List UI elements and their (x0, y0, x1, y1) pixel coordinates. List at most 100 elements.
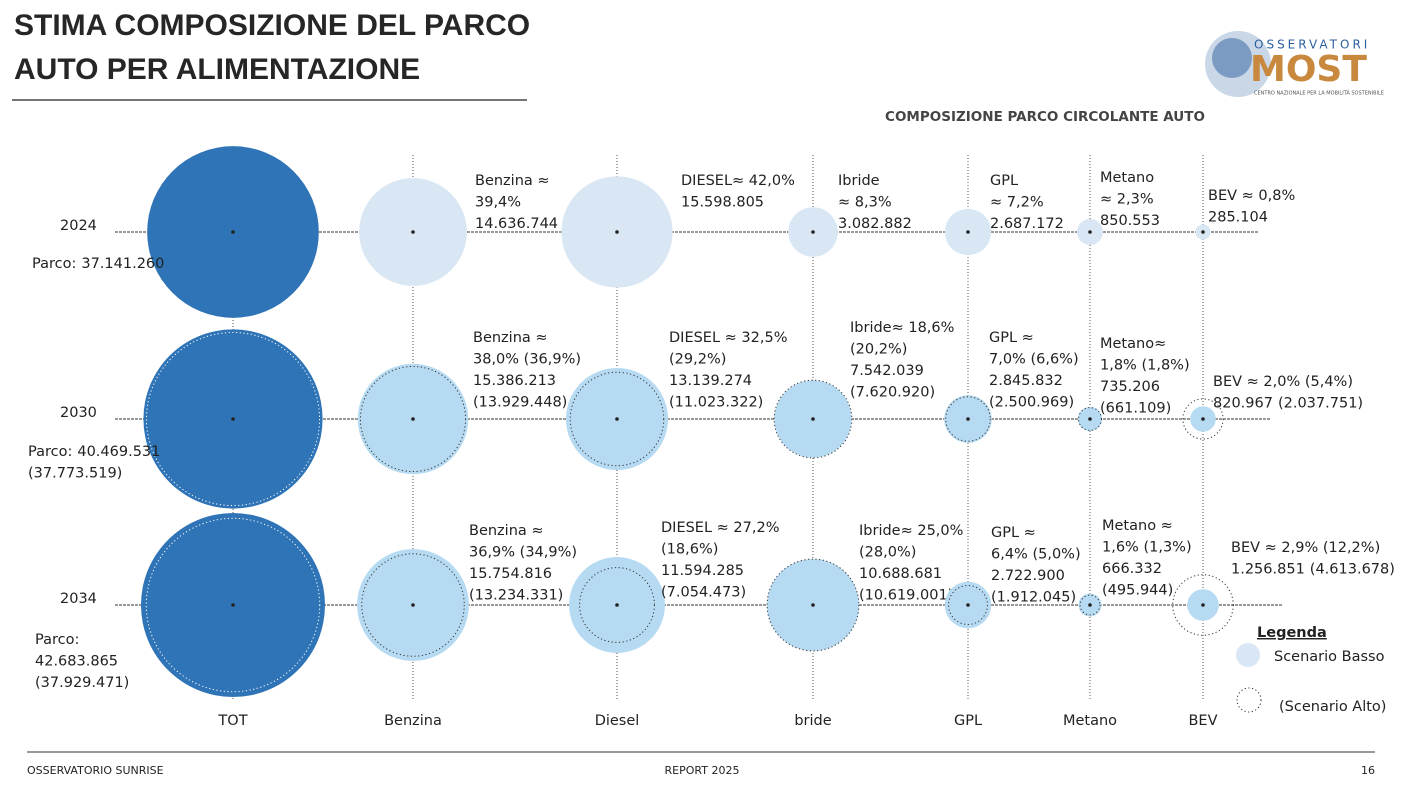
footer-left: OSSERVATORIO SUNRISE (27, 764, 164, 777)
bubble-label: (20,2%) (850, 342, 907, 358)
bubble-label: (13.929.448) (473, 395, 567, 411)
center-dot (231, 417, 235, 421)
label-part: Parco: (28, 444, 72, 460)
bubble-label: (495.944) (1102, 583, 1173, 599)
bubble-label: 11.594.285 (661, 563, 744, 579)
label-part: (28,0%) (859, 545, 916, 561)
bubble-label: 14.636.744 (475, 216, 558, 232)
legend-title: Legenda (1257, 625, 1327, 641)
label-part: 735.206 (1100, 379, 1160, 395)
bubble-label: (37.773.519) (28, 466, 122, 482)
bubble-label: 13.139.274 (669, 373, 752, 389)
label-part: BEV ≈ 2,9% (12,2%) (1231, 540, 1380, 556)
legend-label: (Scenario Alto) (1279, 699, 1386, 715)
label-part: 42.683.865 (35, 654, 118, 670)
center-dot (1201, 417, 1205, 421)
label-part: ≈ 8,3% (838, 195, 892, 211)
label-part: (37.929.471) (35, 675, 129, 691)
bubble-label: (28,0%) (859, 545, 916, 561)
bubble-label: 10.688.681 (859, 566, 942, 582)
bubble-label: 2.687.172 (990, 216, 1064, 232)
label-part: 11.594.285 (661, 563, 744, 579)
label-part: ≈ 7,2% (990, 195, 1044, 211)
bubble-label: GPL (990, 173, 1018, 189)
bubble-label: 7,0% (6,6%) (989, 352, 1079, 368)
logo-name: MOST (1250, 49, 1367, 90)
bubble-label: 1,6% (1,3%) (1102, 540, 1192, 556)
label-part: 38,0% (36,9%) (473, 352, 581, 368)
bubble-label: Ibride≈ 18,6% (850, 320, 954, 336)
bubble-label: 2.845.832 (989, 373, 1063, 389)
bubble-label: (13.234.331) (469, 588, 563, 604)
label-part: GPL ≈ (989, 330, 1034, 346)
bubble-label: 39,4% (475, 195, 521, 211)
center-dot (811, 230, 815, 234)
bubble-label: Metano ≈ (1102, 518, 1173, 534)
bubble-label: Parco: 37.141.260 (32, 256, 164, 272)
label-part: (2.500.969) (989, 395, 1074, 411)
bubble-label: Benzina ≈ (475, 173, 550, 189)
label-part: BEV ≈ 0,8% (1208, 188, 1295, 204)
bubble-alt (145, 517, 321, 693)
bubble-label: 15.386.213 (473, 373, 556, 389)
label-part: GPL ≈ (991, 525, 1036, 541)
center-dot (411, 230, 415, 234)
center-dot (1088, 603, 1092, 607)
bubble-alt (359, 365, 467, 473)
center-dot (1088, 417, 1092, 421)
bubble-label: (10.619.001) (859, 588, 953, 604)
label-part: 2.687.172 (990, 216, 1064, 232)
label-part: (495.944) (1102, 583, 1173, 599)
bubble-label: ≈ 7,2% (990, 195, 1044, 211)
label-part: (7.620.920) (850, 385, 935, 401)
x-tick-label: TOT (217, 713, 247, 729)
bubble-label: ≈ 2,3% (1100, 192, 1154, 208)
bubble-label: Ibride≈ 25,0% (859, 523, 963, 539)
bubble-label: DIESEL≈ 42,0% (681, 173, 795, 189)
center-dot (615, 417, 619, 421)
label-part: (13.234.331) (469, 588, 563, 604)
bubble-alt (1182, 398, 1224, 440)
year-label: 2034 (60, 591, 97, 607)
label-part: 850.553 (1100, 213, 1160, 229)
label-part: (1.912.045) (991, 590, 1076, 606)
label-part: 13.139.274 (669, 373, 752, 389)
label-part: Metano ≈ (1102, 518, 1173, 534)
label-part: 7,0% (6,6%) (989, 352, 1079, 368)
bubble-label: DIESEL ≈ 32,5% (669, 330, 787, 346)
bubble-label: 735.206 (1100, 379, 1160, 395)
year-label: 2024 (60, 218, 97, 234)
label-part: (4.613.678) (1310, 562, 1395, 578)
label-part: 820.967 (1213, 396, 1273, 412)
bubble-label: BEV ≈ 2,9% (12,2%) (1231, 540, 1380, 556)
label-part: 1,6% (1,3%) (1102, 540, 1192, 556)
subtitle: COMPOSIZIONE PARCO CIRCOLANTE AUTO (885, 109, 1205, 125)
bubble-label: 820.967 (2.037.751) (1213, 396, 1363, 412)
year-label: 2030 (60, 405, 97, 421)
logo: OSSERVATORI MOST CENTRO NAZIONALE PER LA… (1205, 31, 1384, 97)
x-tick-label: bride (794, 713, 831, 729)
bubble-label: 36,9% (34,9%) (469, 545, 577, 561)
label-part: (661.109) (1100, 401, 1171, 417)
logo-tagline: CENTRO NAZIONALE PER LA MOBILITÀ SOSTENI… (1254, 90, 1384, 97)
center-dot (1201, 230, 1205, 234)
label-part: (2.037.751) (1278, 396, 1363, 412)
bubble-alt (1079, 594, 1101, 616)
center-dot (1088, 230, 1092, 234)
bubble-label: Ibride (838, 173, 880, 189)
x-tick-label: GPL (954, 713, 982, 729)
label-part: 3.082.882 (838, 216, 912, 232)
label-part: Benzina ≈ (473, 330, 548, 346)
x-tick-label: Metano (1063, 713, 1117, 729)
label-part: (29,2%) (669, 352, 726, 368)
label-part: 37.141.260 (81, 256, 164, 272)
bubble-label: 1,8% (1,8%) (1100, 358, 1190, 374)
bubble-label: (661.109) (1100, 401, 1171, 417)
label-part: Metano≈ (1100, 336, 1166, 352)
bubble-label: Metano≈ (1100, 336, 1166, 352)
label-part: 39,4% (475, 195, 521, 211)
bubble-label: Metano (1100, 170, 1154, 186)
bubble-label: (37.929.471) (35, 675, 129, 691)
bubble-alt (579, 567, 655, 643)
